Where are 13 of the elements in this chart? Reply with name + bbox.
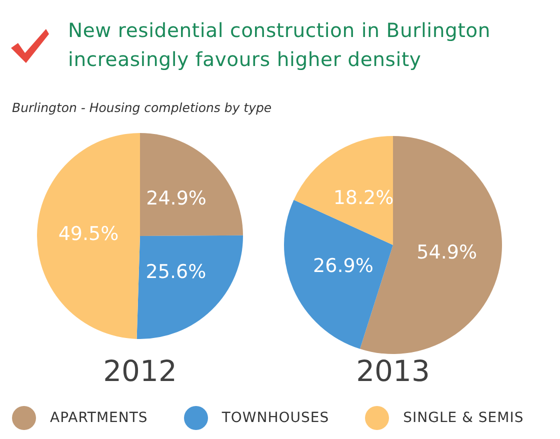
legend-label: SINGLE & SEMIS [403,410,524,426]
data-label: 25.6% [146,260,206,283]
data-label: 18.2% [333,187,394,210]
data-label: 54.9% [416,241,478,264]
text: 2012 [102,354,178,388]
chart-title: New residential construction in Burlington increasingly favours higher density [68,18,492,73]
legend-label: TOWNHOUSES [222,410,330,426]
chart-subtitle: Burlington - Housing completions by type [12,100,272,115]
data-label: 49.5% [58,223,119,246]
legend-label: APARTMENTS [50,410,148,426]
data-label: 24.9% [146,187,206,210]
data-label: 26.9% [313,255,374,278]
text: 2013 [355,354,431,388]
